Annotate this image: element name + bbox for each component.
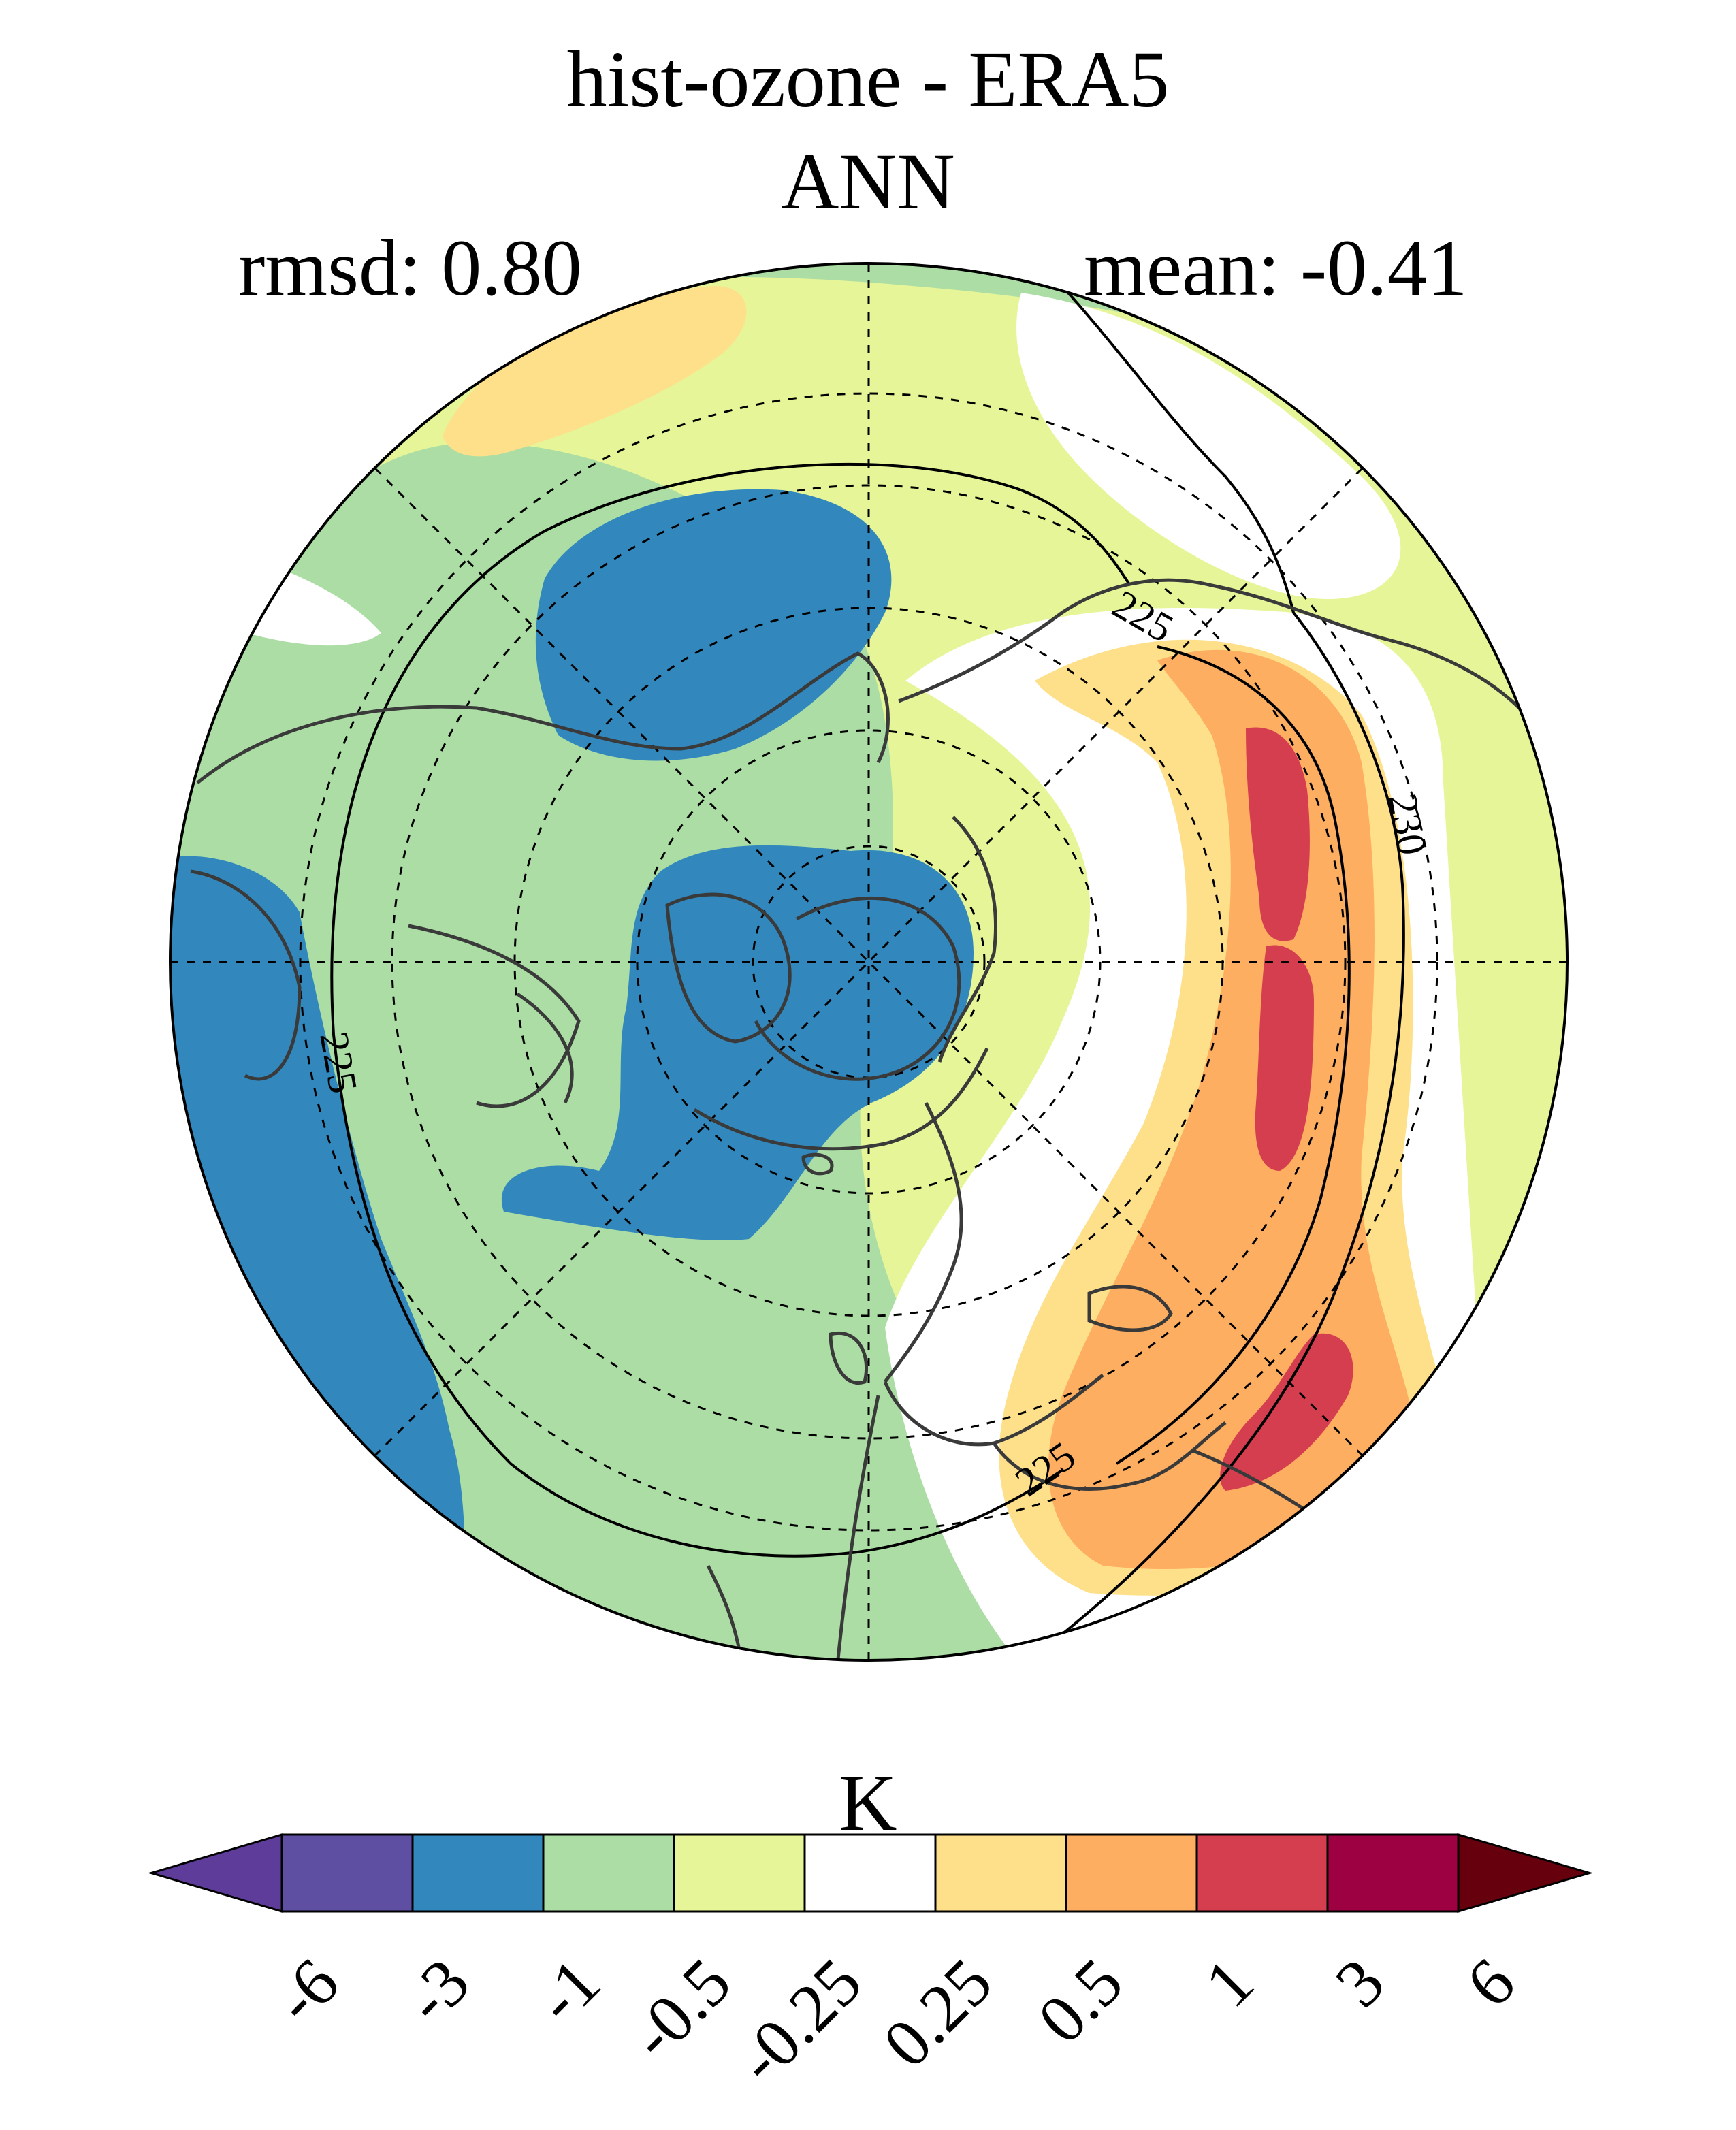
map-border: [169, 262, 1569, 1662]
colorbar-box: [280, 1833, 414, 1913]
contour-label: 225: [311, 1029, 366, 1097]
figure-title: hist-ozone - ERA5: [566, 35, 1170, 124]
longitude-grid: [170, 263, 1567, 1660]
field-red-1: [1246, 727, 1310, 941]
field-orange-top: [443, 286, 747, 457]
field-red-2: [1255, 945, 1314, 1171]
colorbar-box: [803, 1833, 937, 1913]
colorbar-box: [1195, 1833, 1329, 1913]
mean-label: mean: -0.41: [1084, 223, 1468, 312]
colorbar-extend-high: [1457, 1833, 1594, 1914]
contour-lines: [330, 285, 1405, 1660]
colorbar-box: [542, 1833, 675, 1913]
colorbar-box: [1326, 1833, 1460, 1913]
contour-label: 230: [1380, 790, 1435, 858]
colorbar-box: [411, 1833, 545, 1913]
rmsd-label: rmsd: 0.80: [238, 223, 582, 312]
field-blue-pacific: [535, 489, 892, 761]
field-white-top: [1016, 293, 1401, 599]
colorbar-box: [934, 1833, 1067, 1913]
colorbar-extend-low: [147, 1833, 283, 1914]
figure-subtitle: ANN: [781, 137, 955, 226]
colorbar-unit: K: [839, 1758, 897, 1847]
colorbar-box: [1065, 1833, 1198, 1913]
field-red-3: [1220, 1333, 1353, 1491]
colorbar-box: [673, 1833, 806, 1913]
